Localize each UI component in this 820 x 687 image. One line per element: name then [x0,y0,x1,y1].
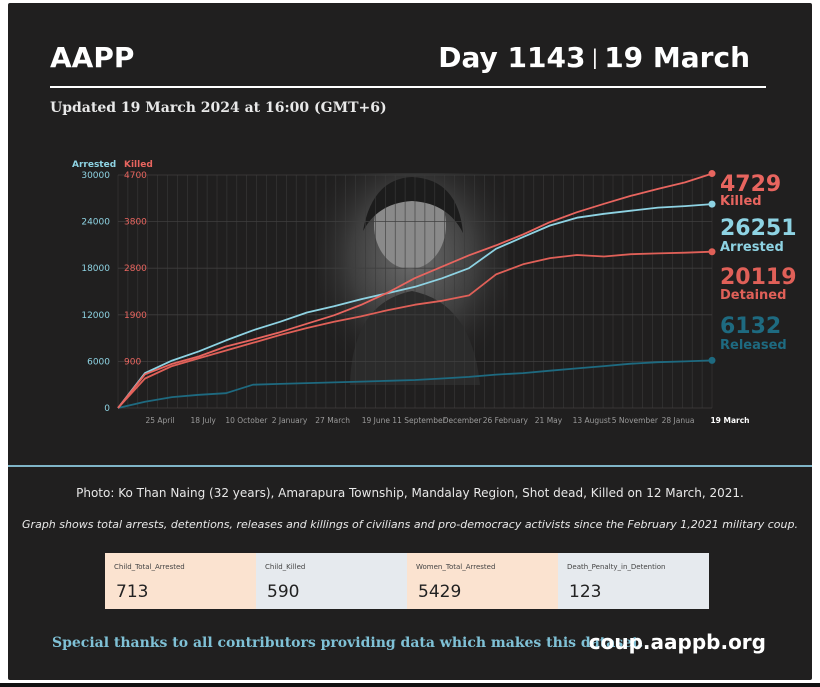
stat-child-killed: Child_Killed 590 [256,553,407,609]
photo-credit: Photo: Ko Than Naing (32 years), Amarapu… [76,486,744,500]
day-counter: Day 1143 [438,41,586,74]
killed-axis-title: Killed [124,160,153,170]
x-tick-label: 19 June [362,416,391,425]
left-axis: 0 6000 12000 18000 24000 30000 [81,171,110,414]
left-tick-label: 0 [104,404,110,414]
x-tick-label: 25 April [145,416,174,425]
stat-death-penalty: Death_Penalty_in_Detention 123 [558,553,709,609]
stat-label: Child_Killed [265,563,306,571]
date-label: 19 March [604,41,750,74]
x-tick-label: 21 May [535,416,563,425]
stat-label: Women_Total_Arrested [416,563,496,571]
chart-grid [117,174,713,409]
x-tick-label: 18 July [190,416,216,425]
right-tick-label: 1900 [124,311,147,321]
left-tick-label: 12000 [81,311,110,321]
end-name-killed: Killed [720,194,762,209]
x-tick-label: 2 January [272,416,308,425]
x-tick-label: 10 October [225,416,268,425]
stat-value: 713 [116,582,149,602]
day-date-headline: Day 1143 | 19 March [438,41,750,74]
series-detained-end-point [708,248,716,256]
bottom-border [0,683,820,687]
series-detained-line [117,250,713,409]
left-tick-label: 24000 [81,218,110,228]
end-name-released: Released [720,338,787,353]
x-tick-label: 27 March [315,416,350,425]
right-axis: 900 1900 2800 3800 4700 [124,171,147,367]
contributors-thanks: Special thanks to all contributors provi… [52,635,644,651]
title-divider [50,86,766,88]
brand-title: AAPP [50,41,135,74]
updated-timestamp: Updated 19 March 2024 at 16:00 (GMT+6) [50,100,387,116]
series-arrested-end-point [708,200,716,208]
stat-value: 123 [569,582,602,602]
stat-value: 590 [267,582,300,602]
end-value-arrested: 26251 [720,216,797,241]
stat-label: Death_Penalty_in_Detention [567,563,666,571]
end-name-detained: Detained [720,288,786,303]
series-arrested-line [117,203,713,409]
right-tick-label: 2800 [124,264,147,274]
timeline-chart: 0 6000 12000 18000 24000 30000 900 1900 2800 380… [72,160,797,425]
stats-strip: Child_Total_Arrested 713 Child_Killed 59… [105,553,709,609]
x-axis: 25 April 18 July 10 October 2 January 27 Mar… [145,416,749,425]
end-name-arrested: Arrested [720,240,784,255]
series-released-end-point [708,356,716,364]
end-value-detained: 20119 [720,265,797,290]
x-tick-label: 28 Janua [662,416,695,425]
infographic-panel: AAPP Day 1143 | 19 March Updated 19 March … [8,3,812,680]
right-tick-label: 900 [124,357,141,367]
arrested-axis-title: Arrested [72,160,116,170]
x-tick-label: 13 August [573,416,611,425]
left-tick-label: 18000 [81,264,110,274]
stat-value: 5429 [418,582,462,602]
separator: | [591,45,599,69]
caption-divider [8,465,812,467]
x-tick-label: 26 February [483,416,529,425]
series-killed-line [117,172,713,409]
x-tick-label: December [443,416,483,425]
stat-label: Child_Total_Arrested [114,563,185,571]
stat-child-total-arrested: Child_Total_Arrested 713 [105,553,256,609]
series-released-line [117,359,713,409]
end-value-released: 6132 [720,314,781,339]
graph-note: Graph shows total arrests, detentions, r… [22,518,798,531]
right-tick-label: 3800 [124,218,147,228]
website-link[interactable]: coup.aappb.org [588,630,766,654]
series-killed-end-point [708,170,716,178]
x-tick-label: 5 November [612,416,659,425]
right-tick-label: 4700 [124,171,147,181]
series-lines [117,170,716,409]
left-tick-label: 6000 [87,357,110,367]
stat-women-total-arrested: Women_Total_Arrested 5429 [407,553,558,609]
end-value-killed: 4729 [720,172,781,197]
x-tick-label: 19 March [710,416,749,425]
left-tick-label: 30000 [81,171,110,181]
x-tick-label: 11 September [392,416,446,425]
